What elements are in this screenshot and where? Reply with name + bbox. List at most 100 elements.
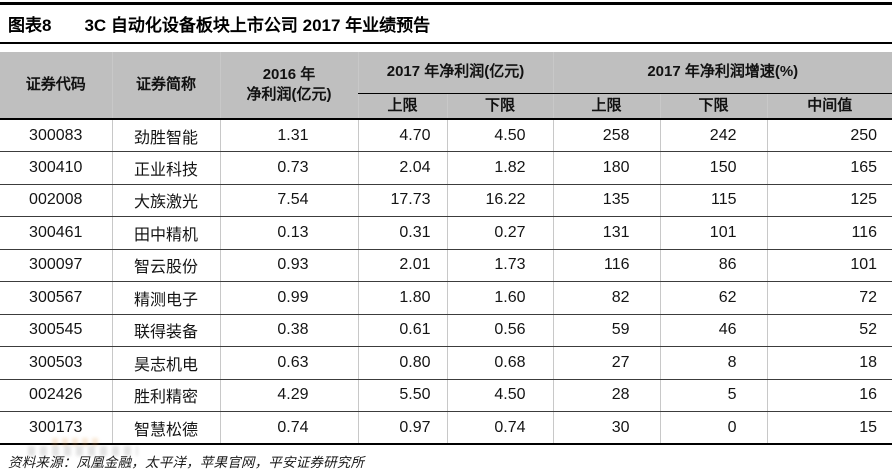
cell-profit-2017-upper: 0.31 [357,216,447,250]
cell-name: 联得装备 [111,314,220,347]
cell-profit-2016: 0.63 [219,346,358,380]
table-row: 002008 大族激光 7.54 17.73 16.22 135 115 125 [0,184,892,217]
cell-name: 昊志机电 [111,346,220,380]
cell-growth-lower: 62 [659,281,767,315]
table-row: 300173 智慧松德 0.74 0.97 0.74 30 0 15 [0,411,892,445]
cell-growth-mid: 125 [766,184,892,217]
cell-code: 300503 [0,346,112,380]
cell-code: 300461 [0,216,112,250]
table-row: 300410 正业科技 0.73 2.04 1.82 180 150 165 [0,151,892,185]
col-header-profit-2016: 2016 年 净利润(亿元) [219,52,358,120]
cell-growth-mid: 116 [766,216,892,250]
cell-profit-2017-upper: 5.50 [357,379,447,412]
cell-growth-mid: 18 [766,346,892,380]
cell-code: 300083 [0,119,112,152]
cell-growth-mid: 165 [766,151,892,185]
figure-footer: 资料来源：凤凰金融，太平洋，苹果官网，平安证券研究所 [0,438,892,470]
cell-profit-2016: 4.29 [219,379,358,412]
cell-code: 300097 [0,249,112,282]
table-row: 300567 精测电子 0.99 1.80 1.60 82 62 72 [0,281,892,315]
cell-name: 智慧松德 [111,411,220,445]
col-header-growth-mid: 中间值 [766,93,892,120]
cell-growth-lower: 115 [659,184,767,217]
col-header-code: 证券代码 [0,52,112,120]
cell-growth-upper: 27 [552,346,660,380]
cell-profit-2017-lower: 0.68 [446,346,553,380]
cell-profit-2017-upper: 1.80 [357,281,447,315]
cell-code: 300410 [0,151,112,185]
col-header-name: 证券简称 [111,52,220,120]
table-body: 300083 劲胜智能 1.31 4.70 4.50 258 242 250 300410 正业科… [0,119,892,445]
profit-2016-line1: 2016 年 [262,65,316,83]
cell-profit-2016: 0.93 [219,249,358,282]
cell-growth-upper: 258 [552,119,660,152]
cell-profit-2016: 0.38 [219,314,358,347]
cell-profit-2016: 0.99 [219,281,358,315]
cell-growth-lower: 101 [659,216,767,250]
cell-profit-2017-upper: 0.80 [357,346,447,380]
cell-profit-2016: 1.31 [219,119,358,152]
cell-code: 300545 [0,314,112,347]
cell-profit-2017-lower: 16.22 [446,184,553,217]
cell-profit-2017-upper: 17.73 [357,184,447,217]
cell-name: 正业科技 [111,151,220,185]
cell-name: 精测电子 [111,281,220,315]
cell-profit-2017-lower: 1.60 [446,281,553,315]
cell-name: 劲胜智能 [111,119,220,152]
cell-name: 大族激光 [111,184,220,217]
cell-profit-2017-upper: 2.01 [357,249,447,282]
cell-profit-2017-upper: 4.70 [357,119,447,152]
source-note: 资料来源：凤凰金融，太平洋，苹果官网，平安证券研究所 [8,455,365,470]
cell-growth-upper: 82 [552,281,660,315]
cell-name: 智云股份 [111,249,220,282]
cell-growth-lower: 8 [659,346,767,380]
cell-profit-2016: 0.73 [219,151,358,185]
table-row: 300083 劲胜智能 1.31 4.70 4.50 258 242 250 [0,119,892,152]
cell-growth-lower: 150 [659,151,767,185]
cell-profit-2017-lower: 0.27 [446,216,553,250]
cell-growth-lower: 46 [659,314,767,347]
title-divider [0,42,892,44]
cell-name: 田中精机 [111,216,220,250]
cell-growth-mid: 250 [766,119,892,152]
cell-code: 002008 [0,184,112,217]
table-row: 300461 田中精机 0.13 0.31 0.27 131 101 116 [0,216,892,250]
cell-profit-2017-lower: 0.56 [446,314,553,347]
col-header-profit-upper: 上限 [357,93,447,120]
figure-label: 图表8 [8,16,52,35]
cell-growth-upper: 180 [552,151,660,185]
cell-profit-2017-upper: 2.04 [357,151,447,185]
cell-profit-2016: 0.13 [219,216,358,250]
table-row: 300503 昊志机电 0.63 0.80 0.68 27 8 18 [0,346,892,380]
cell-growth-mid: 15 [766,411,892,445]
cell-growth-lower: 242 [659,119,767,152]
group-header-profit-2017: 2017 年净利润(亿元) [357,52,553,94]
cell-name: 胜利精密 [111,379,220,412]
cell-growth-upper: 59 [552,314,660,347]
cell-growth-mid: 52 [766,314,892,347]
cell-growth-upper: 30 [552,411,660,445]
cell-profit-2017-lower: 1.73 [446,249,553,282]
cell-growth-upper: 135 [552,184,660,217]
table-row: 300097 智云股份 0.93 2.01 1.73 116 86 101 [0,249,892,282]
cell-growth-lower: 5 [659,379,767,412]
cell-growth-lower: 0 [659,411,767,445]
cell-profit-2016: 7.54 [219,184,358,217]
table-row: 300545 联得装备 0.38 0.61 0.56 59 46 52 [0,314,892,347]
col-header-profit-lower: 下限 [446,93,553,120]
performance-forecast-table: 证券代码 证券简称 2016 年 净利润(亿元) 2017 年净利润(亿元) 2… [0,52,892,445]
cell-profit-2017-lower: 4.50 [446,379,553,412]
cell-profit-2017-lower: 0.74 [446,411,553,445]
cell-code: 002426 [0,379,112,412]
cell-code: 300567 [0,281,112,315]
cell-growth-lower: 86 [659,249,767,282]
cell-growth-mid: 101 [766,249,892,282]
cell-growth-mid: 16 [766,379,892,412]
cell-profit-2016: 0.74 [219,411,358,445]
cell-profit-2017-lower: 4.50 [446,119,553,152]
col-header-growth-lower: 下限 [659,93,767,120]
cell-profit-2017-upper: 0.61 [357,314,447,347]
col-header-growth-upper: 上限 [552,93,660,120]
cell-profit-2017-upper: 0.97 [357,411,447,445]
